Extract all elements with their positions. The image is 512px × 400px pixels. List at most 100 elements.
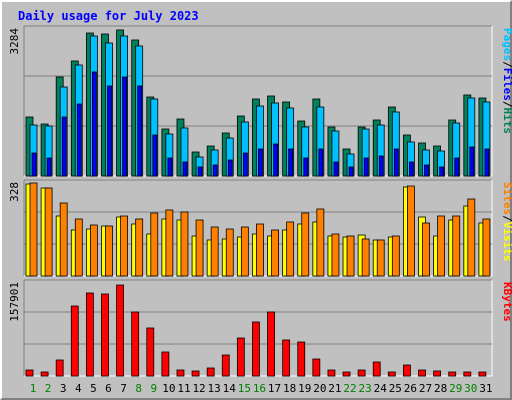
x-tick-label-25: 25 bbox=[389, 382, 402, 395]
bar-sites-day-21 bbox=[331, 233, 340, 277]
legend-hits: Hits bbox=[501, 108, 512, 135]
x-tick-label-17: 17 bbox=[268, 382, 281, 395]
x-tick-label-10: 10 bbox=[162, 382, 175, 395]
bar-sites-day-28 bbox=[437, 215, 446, 277]
bar-pages-day-13 bbox=[212, 164, 218, 177]
bar-pages-day-17 bbox=[273, 143, 278, 177]
bar-pages-day-1 bbox=[31, 152, 37, 177]
bar-sites-day-8 bbox=[135, 218, 144, 277]
x-tick-label-29: 29 bbox=[449, 382, 462, 395]
bar-sites-day-15 bbox=[240, 226, 249, 277]
bar-sites-day-25 bbox=[391, 235, 400, 277]
x-tick-label-12: 12 bbox=[192, 382, 205, 395]
x-tick-label-11: 11 bbox=[177, 382, 190, 395]
bar-kbytes-day-16 bbox=[252, 321, 260, 377]
bar-sites-day-24 bbox=[376, 239, 385, 277]
bar-kbytes-day-21 bbox=[327, 369, 336, 377]
bar-pages-day-31 bbox=[484, 148, 490, 177]
bar-pages-day-24 bbox=[378, 155, 384, 177]
x-tick-label-19: 19 bbox=[298, 382, 311, 395]
bar-pages-day-16 bbox=[258, 148, 263, 177]
x-tick-label-3: 3 bbox=[60, 382, 67, 395]
bar-pages-day-22 bbox=[348, 166, 354, 177]
legend-visits: Visits bbox=[501, 222, 512, 262]
x-tick-label-14: 14 bbox=[223, 382, 237, 395]
bar-kbytes-day-28 bbox=[433, 370, 442, 377]
bar-sites-day-12 bbox=[195, 219, 204, 277]
bar-pages-day-25 bbox=[393, 148, 399, 177]
x-tick-label-23: 23 bbox=[359, 382, 372, 395]
x-tick-label-15: 15 bbox=[238, 382, 251, 395]
x-tick-label-24: 24 bbox=[374, 382, 388, 395]
bar-kbytes-day-15 bbox=[236, 337, 245, 377]
bar-sites-day-5 bbox=[89, 224, 98, 277]
x-tick-label-31: 31 bbox=[479, 382, 492, 395]
bar-sites-day-29 bbox=[452, 215, 461, 277]
bar-sites-day-13 bbox=[210, 226, 219, 277]
bar-pages-day-12 bbox=[197, 166, 203, 177]
x-tick-label-27: 27 bbox=[419, 382, 432, 395]
x-tick-label-13: 13 bbox=[208, 382, 221, 395]
x-tick-label-2: 2 bbox=[45, 382, 52, 395]
bar-pages-day-27 bbox=[424, 164, 429, 177]
bar-pages-day-20 bbox=[318, 148, 324, 177]
bar-pages-day-9 bbox=[152, 134, 158, 177]
bar-kbytes-day-13 bbox=[206, 367, 215, 377]
bar-sites-day-22 bbox=[346, 235, 355, 277]
bar-sites-day-14 bbox=[225, 228, 234, 277]
bar-sites-day-23 bbox=[361, 238, 370, 277]
bar-pages-day-15 bbox=[242, 152, 248, 177]
bar-kbytes-day-29 bbox=[448, 371, 457, 377]
bar-pages-day-7 bbox=[122, 76, 127, 177]
x-tick-label-22: 22 bbox=[343, 382, 356, 395]
bar-kbytes-day-22 bbox=[342, 371, 351, 377]
bar-kbytes-day-12 bbox=[191, 370, 200, 377]
bar-sites-day-10 bbox=[165, 209, 174, 277]
bar-pages-day-14 bbox=[227, 159, 233, 177]
y-max-label: 157901 bbox=[8, 282, 21, 322]
bar-kbytes-day-10 bbox=[161, 351, 170, 377]
panel-2: 328 Sites/Visits bbox=[8, 179, 512, 277]
bar-pages-day-19 bbox=[303, 157, 309, 177]
bar-kbytes-day-6 bbox=[101, 293, 109, 377]
bar-sites-day-16 bbox=[256, 223, 264, 277]
y-max-label: 328 bbox=[8, 182, 21, 202]
x-tick-label-21: 21 bbox=[328, 382, 341, 395]
bar-sites-day-9 bbox=[150, 212, 159, 277]
bar-sites-day-20 bbox=[316, 208, 325, 277]
bar-sites-day-30 bbox=[467, 198, 476, 277]
bar-sites-day-27 bbox=[422, 222, 430, 277]
bar-kbytes-day-20 bbox=[312, 358, 321, 377]
x-tick-label-4: 4 bbox=[75, 382, 82, 395]
bar-pages-day-8 bbox=[137, 85, 143, 177]
x-tick-label-5: 5 bbox=[90, 382, 97, 395]
legend-separator: / bbox=[501, 215, 512, 222]
legend-separator: / bbox=[501, 101, 512, 108]
side-legend: KBytes bbox=[501, 282, 512, 322]
bar-pages-day-6 bbox=[107, 85, 112, 177]
bar-sites-day-17 bbox=[271, 229, 279, 277]
bar-kbytes-day-4 bbox=[70, 305, 79, 377]
legend-pages: Pages bbox=[501, 28, 512, 61]
x-tick-label-7: 7 bbox=[120, 382, 127, 395]
bar-kbytes-day-27 bbox=[418, 369, 426, 377]
bar-kbytes-day-18 bbox=[282, 339, 291, 377]
bar-kbytes-day-26 bbox=[403, 364, 411, 377]
bar-pages-day-29 bbox=[454, 157, 460, 177]
chart-title: Daily usage for July 2023 bbox=[18, 9, 199, 23]
bar-sites-day-7 bbox=[120, 215, 128, 277]
x-tick-label-26: 26 bbox=[404, 382, 417, 395]
bar-kbytes-day-23 bbox=[357, 369, 366, 377]
bar-kbytes-day-25 bbox=[387, 371, 396, 377]
bar-kbytes-day-11 bbox=[176, 369, 185, 377]
bar-kbytes-day-8 bbox=[131, 311, 140, 377]
bar-pages-day-11 bbox=[182, 161, 188, 177]
bar-sites-day-2 bbox=[44, 187, 53, 277]
x-tick-label-28: 28 bbox=[434, 382, 447, 395]
bar-kbytes-day-5 bbox=[85, 292, 94, 377]
bar-pages-day-4 bbox=[76, 103, 82, 177]
bar-sites-day-1 bbox=[29, 182, 38, 277]
bar-kbytes-day-14 bbox=[221, 354, 230, 377]
